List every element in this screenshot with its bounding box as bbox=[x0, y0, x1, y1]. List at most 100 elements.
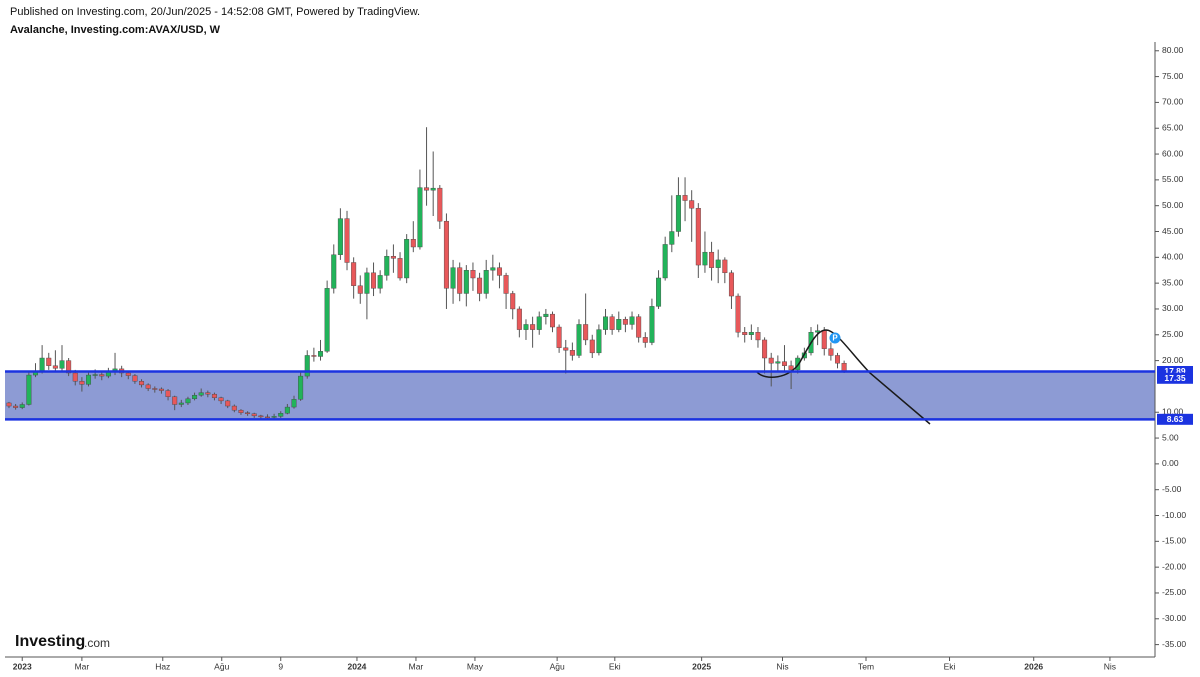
x-tick-label: May bbox=[467, 661, 484, 671]
candle-body bbox=[404, 239, 410, 279]
candle-body bbox=[748, 332, 754, 335]
candle-body bbox=[145, 384, 151, 389]
candle-body bbox=[251, 413, 257, 417]
candle-body bbox=[689, 200, 695, 209]
candle-body bbox=[781, 361, 787, 366]
logo: Investing bbox=[15, 633, 85, 650]
candle-body bbox=[46, 357, 52, 366]
candle-body bbox=[569, 350, 575, 356]
candle-body bbox=[351, 262, 357, 286]
candle-body bbox=[13, 405, 19, 408]
candle-body bbox=[510, 293, 516, 310]
candle-body bbox=[284, 406, 290, 414]
candle-body bbox=[198, 392, 204, 396]
candle-body bbox=[728, 272, 734, 297]
candle-body bbox=[662, 244, 668, 279]
candle-body bbox=[841, 362, 847, 372]
candle-body bbox=[264, 416, 270, 419]
candle-body bbox=[271, 416, 277, 418]
x-tick-label: Ağu bbox=[550, 661, 565, 671]
price-zone bbox=[5, 371, 1155, 420]
y-tick-label: 0.00 bbox=[1162, 458, 1179, 468]
candle-body bbox=[364, 272, 370, 294]
candle-body bbox=[218, 397, 224, 402]
drawn-curve bbox=[756, 329, 931, 425]
candle-body bbox=[291, 399, 297, 408]
candle-body bbox=[556, 326, 562, 348]
candle-body bbox=[828, 348, 834, 356]
candle-body bbox=[742, 332, 748, 335]
x-tick-label: Eki bbox=[609, 661, 621, 671]
candle-body bbox=[762, 339, 768, 359]
candle-body bbox=[231, 405, 237, 411]
plot-area bbox=[5, 127, 1155, 420]
x-tick-label: 2023 bbox=[13, 661, 32, 671]
candle-body bbox=[477, 277, 483, 294]
candle-body bbox=[132, 375, 138, 382]
level-label-box bbox=[1157, 413, 1193, 425]
candle-body bbox=[649, 306, 655, 343]
candle-body bbox=[470, 270, 476, 279]
y-tick-label: 10.00 bbox=[1162, 406, 1184, 416]
candle-body bbox=[543, 313, 549, 317]
candle-body bbox=[59, 360, 65, 369]
candle-body bbox=[337, 218, 343, 255]
candle-body bbox=[768, 357, 774, 364]
marker-label: P bbox=[832, 334, 838, 343]
candle-body bbox=[835, 355, 841, 364]
candle-body bbox=[139, 381, 145, 386]
candle-body bbox=[410, 239, 416, 248]
x-tick-label: 9 bbox=[278, 661, 283, 671]
source-note: Published on Investing.com, 20/Jun/2025 … bbox=[10, 6, 420, 18]
candle-body bbox=[344, 218, 350, 263]
candle-body bbox=[384, 256, 390, 276]
candle-body bbox=[6, 402, 12, 407]
candle-body bbox=[496, 267, 502, 276]
x-tick-label: Mar bbox=[75, 661, 90, 671]
x-tick-label: Ağu bbox=[214, 661, 229, 671]
logo-suffix: .com bbox=[84, 636, 110, 650]
candle-body bbox=[695, 208, 701, 266]
candle-body bbox=[795, 357, 801, 371]
candle-body bbox=[125, 372, 131, 376]
candle-body bbox=[530, 324, 536, 330]
y-tick-label: 70.00 bbox=[1162, 97, 1184, 107]
x-tick-label: 2025 bbox=[692, 661, 711, 671]
candle-body bbox=[377, 275, 383, 289]
x-tick-label: Mar bbox=[409, 661, 424, 671]
candle-body bbox=[549, 313, 555, 328]
candle-body bbox=[424, 187, 430, 191]
candle-body bbox=[66, 360, 72, 374]
candle-body bbox=[682, 195, 688, 201]
level-label: 17.89 bbox=[1164, 366, 1186, 376]
x-tick-label: Nis bbox=[776, 661, 788, 671]
y-tick-label: -5.00 bbox=[1162, 484, 1182, 494]
candle-body bbox=[490, 267, 496, 271]
chart-title: Avalanche, Investing.com:AVAX/USD, W bbox=[10, 24, 221, 36]
y-tick-label: -15.00 bbox=[1162, 536, 1186, 546]
y-tick-label: -25.00 bbox=[1162, 587, 1186, 597]
candle-body bbox=[675, 195, 681, 232]
candle-body bbox=[92, 374, 98, 376]
candle-body bbox=[457, 267, 463, 294]
y-tick-label: 50.00 bbox=[1162, 200, 1184, 210]
candle-body bbox=[755, 332, 761, 341]
candle-body bbox=[642, 337, 648, 343]
candle-body bbox=[211, 393, 217, 398]
candle-body bbox=[702, 251, 708, 266]
candle-body bbox=[192, 394, 198, 400]
candle-body bbox=[39, 357, 45, 372]
candle-body bbox=[463, 270, 469, 294]
candle-body bbox=[516, 308, 522, 330]
candle-body bbox=[629, 316, 635, 325]
candle-body bbox=[583, 324, 589, 341]
y-tick-label: 20.00 bbox=[1162, 355, 1184, 365]
candle-body bbox=[722, 259, 728, 274]
candle-body bbox=[52, 365, 58, 369]
candle-body bbox=[596, 329, 602, 354]
candle-body bbox=[430, 187, 436, 191]
candle-body bbox=[158, 388, 164, 391]
candle-body bbox=[775, 361, 781, 364]
candle-body bbox=[397, 258, 403, 279]
